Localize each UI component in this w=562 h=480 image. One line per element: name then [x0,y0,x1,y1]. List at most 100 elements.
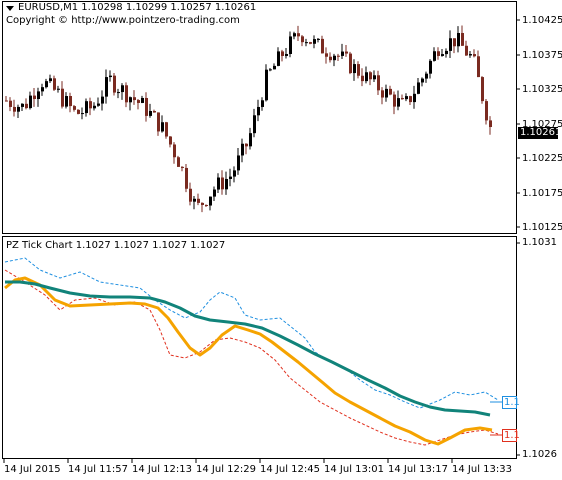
candle-body [357,64,360,76]
candle-body [437,51,440,56]
candle-body [461,32,464,46]
candle-body [117,92,120,94]
candle-body [57,88,60,90]
candle-body [21,103,24,107]
candle-body [153,110,156,113]
candle-body [189,188,192,202]
candle-body [109,75,112,78]
candle-body [441,54,444,56]
upper-band-tag [502,396,517,409]
candle-body [89,101,92,109]
candle-body [245,143,248,147]
price-panel-frame [2,1,517,234]
time-axis-label: 14 Jul 12:29 [196,464,256,475]
candle-body [317,38,320,40]
candle-body [177,157,180,167]
time-axis-label: 14 Jul 2015 [4,464,61,475]
candle-body [41,87,44,92]
candle-body [49,78,52,82]
candle-body [193,198,196,202]
time-axis-label: 14 Jul 13:17 [388,464,448,475]
fast-line [4,276,493,446]
candle-body [249,133,252,147]
candle-body [433,51,436,61]
time-axis-label: 14 Jul 13:01 [324,464,384,475]
candle-body [377,75,380,91]
candle-body [385,88,388,98]
candle-body [225,178,228,190]
candle-body [85,101,88,114]
candle-body [481,77,484,102]
indicator-price-label-bottom: 1.1026 [522,449,557,460]
lower-band-line [4,269,499,446]
candle-body [469,54,472,56]
candle-body [129,97,132,103]
candle-body [361,75,364,82]
candle-body [257,106,260,116]
candle-body [165,122,168,137]
candle-body [393,94,396,107]
candle-body [413,93,416,103]
candle-body [425,73,428,79]
candle-body [313,39,316,44]
upper-band-value: 1.1 [504,397,520,408]
candle-body [321,38,324,54]
candle-body [429,60,432,74]
candle-body [297,33,300,37]
time-axis-label: 14 Jul 13:33 [452,464,512,475]
candle-body [325,53,328,57]
candle-body [421,78,424,83]
time-axis-ticks [3,459,453,463]
lower-band-value: 1.1 [504,430,520,441]
candle-body [349,53,352,74]
candle-body [373,75,376,80]
candle-body [261,100,264,107]
candle-body [169,136,172,145]
candle-body [465,45,468,56]
candle-body [449,38,452,51]
slow-line [5,280,491,417]
candle-body [93,105,96,109]
candle-body [285,53,288,56]
candle-body [273,65,276,70]
candle-body [213,189,216,197]
candle-body [217,177,220,190]
symbol-dropdown-icon[interactable] [6,6,14,11]
current-price-tag [518,127,558,139]
candle-body [5,100,8,102]
candle-body [141,97,144,103]
candle-body [161,122,164,132]
candle-body [45,81,48,88]
candle-body [25,103,28,109]
candle-body [337,55,340,57]
candle-body [305,42,308,44]
candle-body [17,106,20,112]
candle-body [329,56,332,61]
time-axis-label: 14 Jul 12:13 [132,464,192,475]
candle-body [365,72,368,82]
candle-body [293,33,296,37]
candle-body [53,78,56,90]
candle-body [253,115,256,134]
candle-body [265,69,268,101]
candle-body [281,51,284,56]
indicator-panel-frame [2,236,517,459]
candle-body [29,95,32,109]
candle-body [173,144,176,158]
candle-body [417,82,420,94]
price-axis-label: 1.10225 [522,153,562,164]
candle-body [369,72,372,80]
candle-body [389,88,392,95]
candle-body [477,56,480,78]
candle-body [37,91,40,100]
candle-body [185,167,188,189]
price-axis-label: 1.10325 [522,84,562,95]
candle-body [453,38,456,47]
candle-body [105,77,108,97]
candle-body [241,143,244,156]
candle-body [121,85,124,93]
candle-body [209,196,212,206]
price-axis-label: 1.10125 [522,222,562,233]
